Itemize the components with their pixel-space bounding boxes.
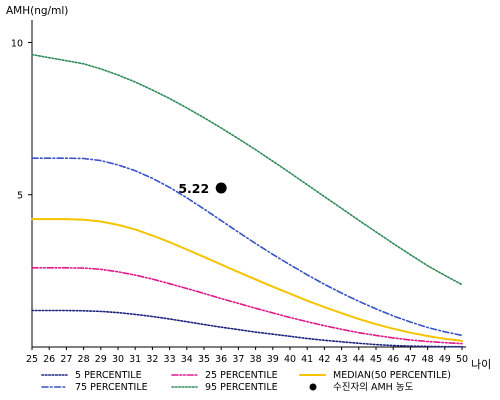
legend-label: 75 PERCENTILE: [75, 382, 148, 393]
x-tick-label: 46: [387, 354, 399, 365]
x-tick-label: 32: [146, 354, 158, 365]
series-line-95-percentile: [31, 53, 463, 286]
x-tick-label: 41: [301, 354, 313, 365]
x-axis-label: 나이: [471, 358, 491, 371]
y-ticks: 5 10: [11, 38, 32, 202]
legend-label: 95 PERCENTILE: [205, 382, 278, 393]
y-tick-label: 10: [11, 38, 23, 49]
x-tick-label: 34: [181, 354, 193, 365]
legend-label: 5 PERCENTILE: [75, 370, 142, 381]
x-tick-label: 45: [370, 354, 382, 365]
legend-label: 수진자의 AMH 농도: [333, 382, 414, 393]
x-tick-label: 39: [267, 354, 279, 365]
x-tick-label: 49: [439, 354, 451, 365]
x-tick-label: 47: [404, 354, 416, 365]
x-tick-label: 28: [78, 354, 90, 365]
series-line-median-50-percentile: [31, 218, 463, 342]
series-line-25-percentile: [31, 266, 463, 345]
legend-label: MEDIAN(50 PERCENTILE): [333, 370, 451, 381]
x-tick-label: 44: [353, 354, 365, 365]
x-tick-label: 38: [250, 354, 262, 365]
legend-label: 25 PERCENTILE: [205, 370, 278, 381]
series-line-5-percentile: [31, 309, 463, 348]
y-axis-label: AMH(ng/ml): [6, 5, 68, 17]
x-tick-label: 31: [129, 354, 141, 365]
x-tick-label: 36: [215, 354, 227, 365]
x-tick-label: 30: [112, 354, 124, 365]
y-tick-label: 5: [17, 191, 23, 202]
x-tick-label: 50: [456, 354, 468, 365]
patient-amh-value-label: 5.22: [178, 181, 209, 196]
axes: [31, 20, 466, 348]
x-tick-label: 25: [26, 354, 38, 365]
patient-amh-point: [215, 182, 227, 194]
x-tick-label: 43: [336, 354, 348, 365]
patient-markers: 5.22: [178, 181, 227, 196]
x-ticks: 25 26 27 28 29 30 31 32 33 34 35 36 37 38 39 40 41 42 43 44…: [26, 347, 468, 365]
x-tick-label: 48: [422, 354, 434, 365]
legend-swatch: [309, 383, 317, 391]
x-tick-label: 33: [164, 354, 176, 365]
x-tick-label: 35: [198, 354, 210, 365]
x-tick-label: 27: [60, 354, 72, 365]
x-tick-label: 37: [232, 354, 244, 365]
series-line-75-percentile: [31, 157, 463, 337]
series-lines: [31, 53, 463, 348]
x-tick-label: 42: [318, 354, 330, 365]
x-tick-label: 26: [43, 354, 55, 365]
x-tick-label: 40: [284, 354, 296, 365]
legend: 5 PERCENTILE 25 PERCENTILE MEDIAN(50 PERCE…: [41, 370, 451, 393]
x-tick-label: 29: [95, 354, 107, 365]
